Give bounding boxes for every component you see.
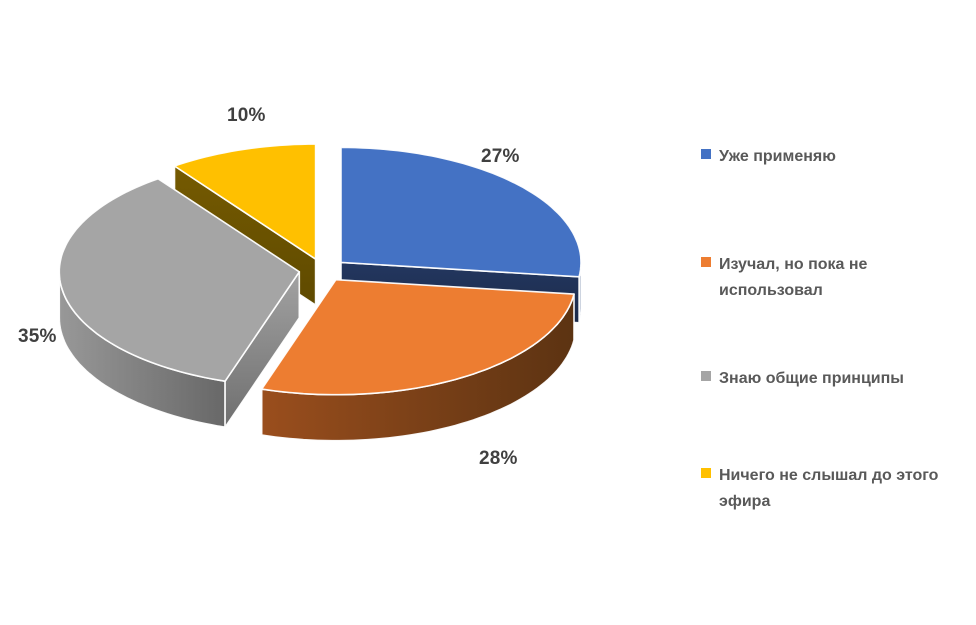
pie-data-label: 10% [227, 105, 266, 126]
pie-slice-1 [260, 278, 575, 442]
pie-slice-2 [58, 178, 301, 428]
legend-swatch-icon [701, 371, 711, 381]
slice-top-face [58, 178, 301, 382]
legend-swatch-icon [701, 468, 711, 478]
legend-item-label: Знаю общие принципы [719, 370, 904, 387]
slice-top-face [173, 143, 317, 260]
legend-item-label: Ничего не слышал до этого эфира [719, 467, 939, 510]
pie-3d-chart [58, 143, 582, 442]
pie-data-label: 35% [18, 326, 57, 347]
legend-swatch-icon [701, 149, 711, 159]
legend-item: Ничего не слышал до этого эфира [701, 463, 963, 515]
slice-top-face [340, 146, 582, 278]
legend-item: Знаю общие принципы [701, 366, 963, 392]
legend-swatch-icon [701, 257, 711, 267]
legend-item: Изучал, но пока не использовал [701, 252, 963, 304]
legend-item-label: Изучал, но пока не использовал [719, 256, 868, 299]
pie-data-label: 27% [481, 146, 520, 167]
chart-legend: Уже применяю Изучал, но пока не использо… [701, 144, 963, 515]
pie-data-label: 28% [479, 448, 518, 469]
slice-top-face [260, 278, 575, 396]
legend-item: Уже применяю [701, 144, 963, 170]
legend-item-label: Уже применяю [719, 148, 836, 165]
